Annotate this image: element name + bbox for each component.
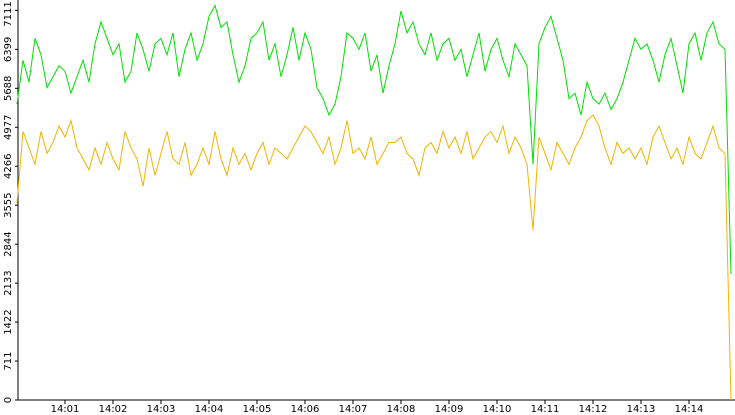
y-tick-label: 7111 (3, 1, 14, 26)
x-tick-label: 14:01 (51, 404, 80, 415)
x-tick-label: 14:10 (483, 404, 512, 415)
y-tick-label: 0 (3, 397, 14, 403)
x-tick-label: 14:05 (243, 404, 272, 415)
line-series (16, 4, 732, 274)
y-tick-label: 4266 (3, 154, 14, 179)
line-series (16, 114, 732, 401)
x-tick-label: 14:06 (291, 404, 320, 415)
x-tick-label: 14:08 (387, 404, 416, 415)
y-tick-label: 4977 (3, 115, 14, 140)
x-tick-label: 14:11 (531, 404, 560, 415)
x-tick-label: 14:09 (435, 404, 464, 415)
y-tick-label: 3555 (3, 192, 14, 217)
x-tick-label: 14:14 (675, 404, 704, 415)
x-tick-label: 14:12 (579, 404, 608, 415)
y-tick-label: 5688 (3, 76, 14, 101)
x-tick-label: 14:02 (99, 404, 128, 415)
y-tick-label: 2133 (3, 270, 14, 295)
y-tick-label: 2844 (3, 231, 14, 256)
y-tick-label: 1422 (3, 309, 14, 334)
y-tick-label: 711 (3, 351, 14, 370)
x-tick-label: 14:07 (339, 404, 368, 415)
x-tick-label: 14:04 (195, 404, 224, 415)
y-tick-label: 6399 (3, 37, 14, 62)
x-tick-label: 14:13 (627, 404, 656, 415)
x-tick-label: 14:03 (147, 404, 176, 415)
